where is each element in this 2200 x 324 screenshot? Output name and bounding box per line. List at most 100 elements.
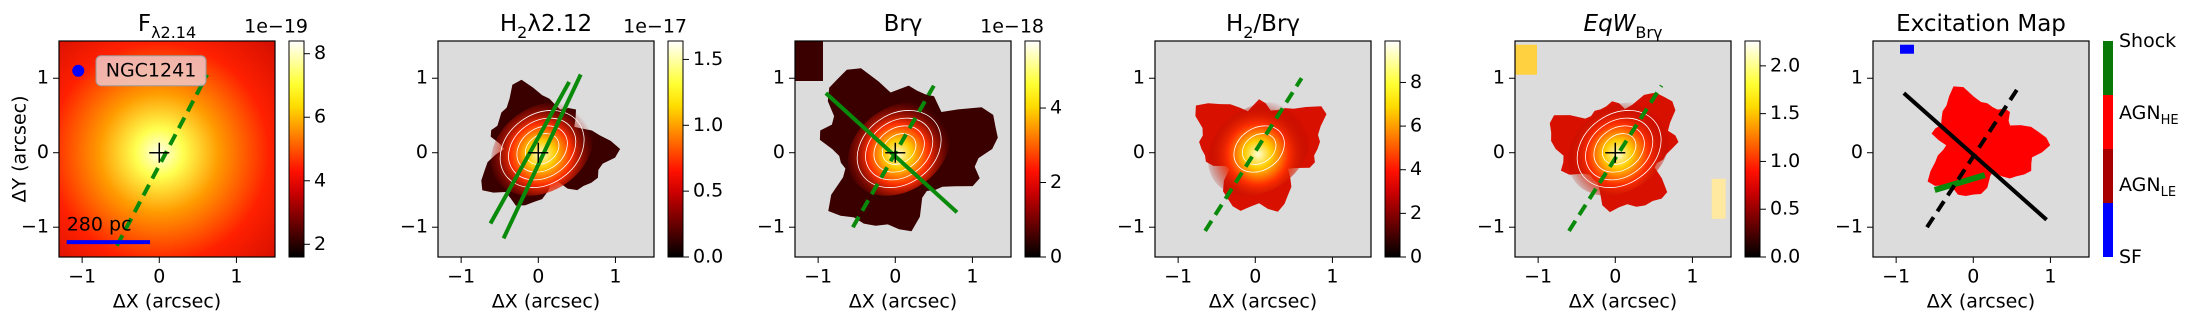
colorbar-tick-label: 0.0 [1770,246,1800,268]
colorbar-segment [2103,149,2113,203]
text-segment: Brγ [1635,23,1662,42]
overlay-line [1925,84,2022,229]
chart-title: Excitation Map [1896,11,2066,37]
map-image [1515,41,1731,257]
colorbar [667,40,684,258]
colorbar [1744,40,1761,258]
y-tick-label: 1 [416,67,428,89]
chart-title: Fλ2.14 [138,11,196,43]
y-tick-label: 0 [1133,141,1145,163]
chart-title: Brγ [884,11,923,37]
colorbar-tick-label: 1.5 [693,48,723,70]
x-axis-label: ΔX (arcsec) [1209,291,1317,313]
contour [1576,110,1662,188]
contour [1593,125,1645,173]
y-tick-label: 1 [37,67,49,89]
x-tick-label: 0 [532,266,544,288]
x-tick-label: 1 [1686,266,1698,288]
y-axis-label: ΔY (arcsec) [9,96,31,203]
text-segment: 2 [1243,23,1253,42]
colorbar-offset: 1e−18 [980,16,1044,38]
x-tick-label: 1 [966,266,978,288]
contour [499,110,585,188]
y-tick-label: 0 [37,141,49,163]
contour [1241,133,1277,165]
annotation: 280 pc [67,213,132,235]
label-box [95,55,207,87]
colorbar-tick-label: 0 [1050,246,1062,268]
map-region [1515,44,1537,75]
x-tick-label: 0 [153,266,165,288]
text-segment: Shock [2119,30,2176,52]
contour [508,117,577,181]
map-image [438,41,654,257]
text-segment: EqW [1584,11,1637,37]
y-tick-label: 1 [1493,67,1505,89]
y-tick-label: 0 [773,141,785,163]
map-region [1711,178,1726,219]
x-axis-label: ΔX (arcsec) [113,291,221,313]
y-tick-label: −1 [21,216,49,238]
x-tick-label: −1 [68,266,96,288]
y-tick-label: 1 [1851,67,1863,89]
colorbar-tick-label: 4 [1050,97,1062,119]
x-axis-label: ΔX (arcsec) [849,291,957,313]
colorbar-segment [2103,95,2113,149]
x-tick-label: −1 [804,266,832,288]
text-segment: HE [2161,113,2179,128]
x-tick-label: 1 [1326,266,1338,288]
map-region [1900,44,1914,54]
text-segment: H [500,11,517,37]
text-segment: /Brγ [1253,11,1300,37]
text-segment: H [1226,11,1243,37]
map-region [795,41,823,81]
x-axis-label: ΔX (arcsec) [1927,291,2035,313]
colorbar-tick-label: 2.0 [1770,54,1800,76]
text-segment: λ2.14 [151,23,196,42]
colorbar-tick-label: 1.0 [1770,150,1800,172]
x-tick-label: 0 [1249,266,1261,288]
y-tick-label: −1 [1117,216,1145,238]
axes-frame [794,40,1012,258]
x-axis-label: ΔX (arcsec) [492,291,600,313]
x-tick-label: −1 [1524,266,1552,288]
colorbar-tick-label: 6 [314,106,326,128]
colorbar-tick-label: 1.0 [693,114,723,136]
colorbar-tick-label: 2 [1410,202,1422,224]
colorbar-tick-label: 0 [1410,246,1422,268]
contour [1585,117,1654,181]
contour [1233,125,1285,173]
text-segment: λ2.12 [527,11,592,37]
colorbar-label: AGNHE [2119,102,2179,129]
overlay-line [1933,172,1986,193]
x-tick-label: 1 [2044,266,2056,288]
text-segment: Excitation Map [1896,11,2066,37]
colorbar-label: AGNLE [2119,174,2176,201]
colorbar-offset: 1e−19 [244,16,308,38]
chart-title: EqWBrγ [1584,11,1663,43]
contour [873,125,925,173]
colorbar-tick-label: 4 [1410,158,1422,180]
x-tick-label: 0 [1967,266,1979,288]
x-tick-label: 1 [609,266,621,288]
x-tick-label: −1 [447,266,475,288]
colorbar-tick-label: 0.5 [1770,198,1800,220]
text-segment: SF [2119,246,2142,268]
colorbar-tick-label: 8 [1410,71,1422,93]
map-image [1873,41,2089,257]
axes-frame [1154,40,1372,258]
x-tick-label: 0 [889,266,901,288]
colorbar [1024,40,1041,258]
text-segment: F [138,11,151,37]
marker-dot [72,64,85,77]
map-region [1927,86,2051,196]
text-segment: Brγ [884,11,923,37]
colorbar [1384,40,1401,258]
map-image [795,41,1011,257]
x-tick-label: 0 [1609,266,1621,288]
chart-title: H2/Brγ [1226,11,1300,43]
colorbar-tick-label: 4 [314,169,326,191]
x-tick-label: −1 [1164,266,1192,288]
overlay-line [115,73,209,247]
colorbar-segment [2103,41,2113,95]
